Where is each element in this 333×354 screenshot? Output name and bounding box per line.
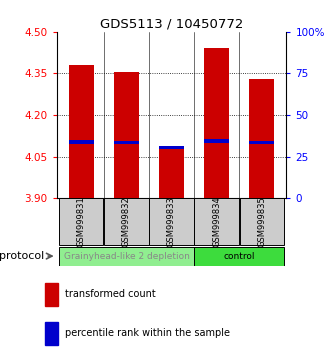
Text: control: control <box>223 252 255 261</box>
FancyBboxPatch shape <box>194 247 284 266</box>
Bar <box>114 141 139 144</box>
FancyBboxPatch shape <box>150 198 193 245</box>
Bar <box>159 146 184 149</box>
Text: GSM999832: GSM999832 <box>122 196 131 247</box>
Text: protocol: protocol <box>0 251 44 261</box>
FancyBboxPatch shape <box>104 198 149 245</box>
FancyBboxPatch shape <box>59 198 104 245</box>
Text: GSM999834: GSM999834 <box>212 196 221 247</box>
Text: percentile rank within the sample: percentile rank within the sample <box>65 328 229 338</box>
Bar <box>69 65 94 198</box>
FancyBboxPatch shape <box>239 198 284 245</box>
Text: GSM999835: GSM999835 <box>257 196 266 247</box>
Bar <box>69 140 94 144</box>
Bar <box>159 145 184 198</box>
Bar <box>204 48 229 198</box>
Text: GSM999831: GSM999831 <box>77 196 86 247</box>
Text: GSM999833: GSM999833 <box>167 196 176 247</box>
Bar <box>114 72 139 198</box>
Bar <box>45 322 59 345</box>
Bar <box>45 283 59 306</box>
Bar <box>204 139 229 143</box>
FancyBboxPatch shape <box>194 198 239 245</box>
Bar <box>249 141 274 144</box>
Title: GDS5113 / 10450772: GDS5113 / 10450772 <box>100 18 243 31</box>
Bar <box>249 79 274 198</box>
FancyBboxPatch shape <box>59 247 193 266</box>
Text: transformed count: transformed count <box>65 289 156 299</box>
Text: Grainyhead-like 2 depletion: Grainyhead-like 2 depletion <box>64 252 189 261</box>
